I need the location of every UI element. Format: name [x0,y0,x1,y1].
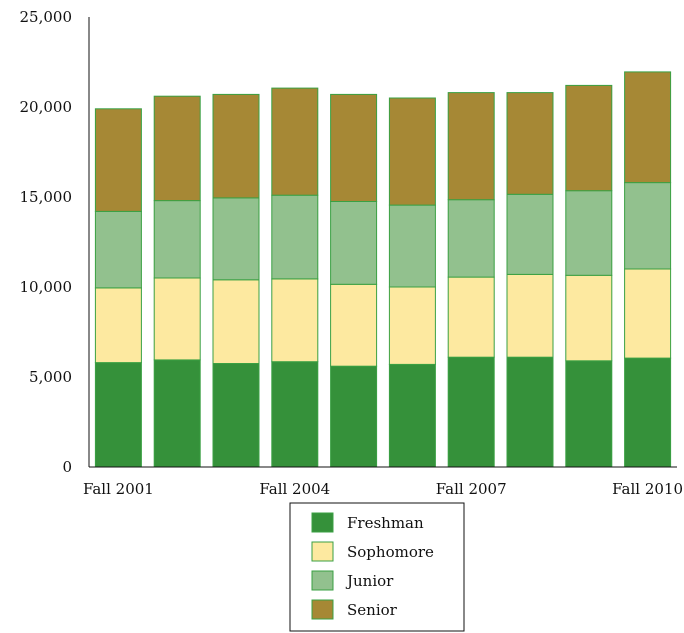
x-tick-label: Fall 2004 [259,480,330,498]
legend-swatch-sophomore [311,541,334,562]
bar-freshman-4 [271,361,319,468]
bar-junior-3 [212,197,260,281]
axes-group [88,17,677,468]
bar-senior-1 [94,108,142,212]
bar-senior-5 [330,93,378,202]
bar-junior-6 [388,204,436,288]
bar-senior-8 [506,92,554,195]
legend-swatch-junior [311,570,334,591]
legend-box [289,502,465,632]
bar-sophomore-6 [388,286,436,365]
bar-junior-7 [447,199,495,278]
bars-group [94,71,672,468]
y-tick-label: 10,000 [20,278,73,296]
x-tick-labels: Fall 2001 Fall 2004 Fall 2007 Fall 2010 [83,480,683,498]
bar-senior-9 [565,84,613,192]
bar-freshman-1 [94,362,142,468]
legend-label-junior: Junior [345,572,394,590]
bar-sophomore-4 [271,278,319,363]
legend-label-senior: Senior [347,601,398,619]
bar-sophomore-8 [506,273,554,358]
y-tick-label: 15,000 [20,188,73,206]
bar-senior-4 [271,87,319,196]
bar-freshman-10 [624,357,672,468]
bar-junior-9 [565,190,613,276]
bar-senior-7 [447,92,495,201]
bar-sophomore-2 [153,277,201,361]
x-tick-label: Fall 2007 [436,480,507,498]
bar-junior-10 [624,182,672,270]
bar-junior-2 [153,200,201,279]
bar-freshman-7 [447,356,495,468]
y-tick-label: 5,000 [29,368,72,386]
bar-sophomore-1 [94,287,142,364]
bar-junior-4 [271,194,319,280]
bar-freshman-2 [153,359,201,468]
bar-senior-2 [153,95,201,202]
legend-label-sophomore: Sophomore [347,543,434,561]
bar-senior-6 [388,97,436,206]
bar-sophomore-9 [565,274,613,362]
bar-junior-5 [330,201,378,285]
bar-sophomore-5 [330,283,378,367]
legend-swatch-freshman [311,512,334,533]
y-tick-label: 0 [62,458,72,476]
bar-junior-1 [94,210,142,289]
bar-sophomore-7 [447,276,495,358]
legend: Freshman Sophomore Junior Senior [289,502,465,632]
legend-label-freshman: Freshman [347,514,424,532]
bar-freshman-9 [565,360,613,468]
bar-freshman-6 [388,363,436,468]
bar-senior-10 [624,71,672,184]
y-tick-labels: 0 5,000 10,000 15,000 20,000 25,000 [20,8,73,476]
y-tick-label: 25,000 [20,8,73,26]
legend-swatch-senior [311,599,334,620]
bar-freshman-8 [506,356,554,468]
bar-freshman-3 [212,363,260,468]
bar-senior-3 [212,93,260,199]
x-tick-label: Fall 2001 [83,480,154,498]
bar-junior-8 [506,193,554,275]
bar-freshman-5 [330,365,378,468]
bar-sophomore-10 [624,268,672,359]
bar-sophomore-3 [212,279,260,364]
x-tick-label: Fall 2010 [612,480,683,498]
y-tick-label: 20,000 [20,98,73,116]
